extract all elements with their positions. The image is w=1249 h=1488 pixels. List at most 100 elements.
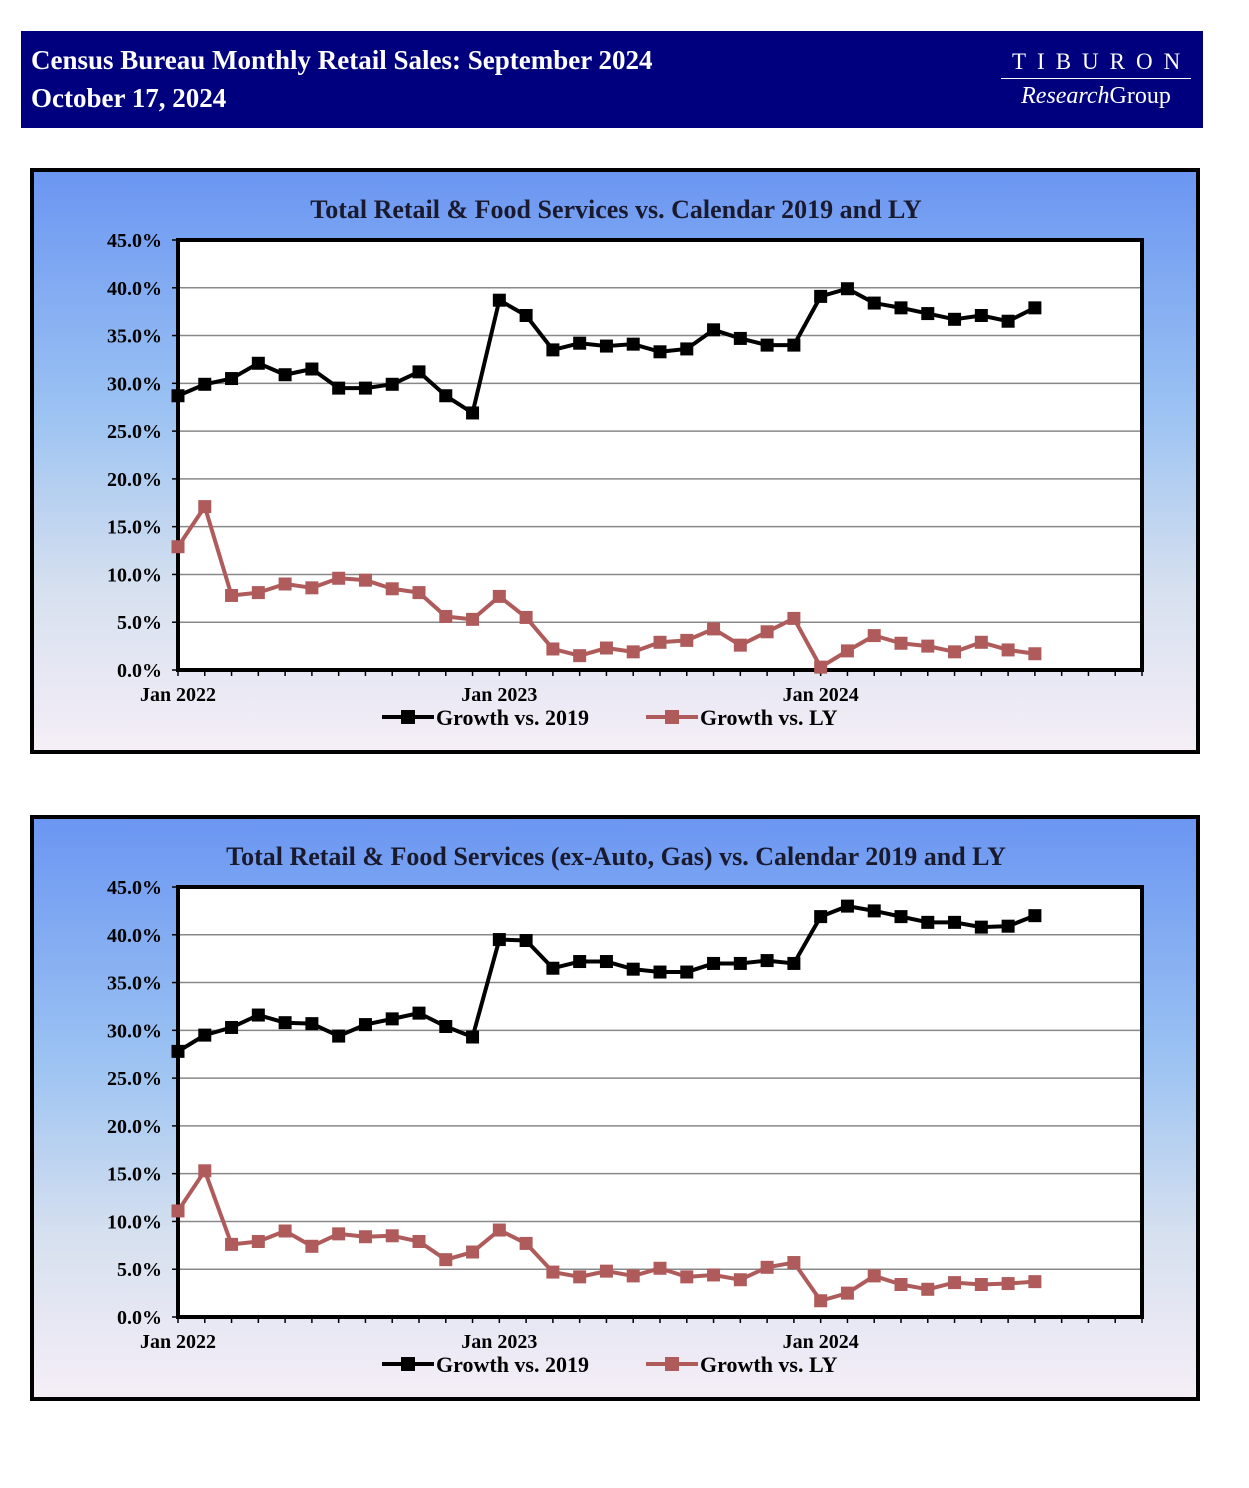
chart1-plot-border (176, 238, 1144, 672)
chart1-series-vs-ly-marker (358, 573, 372, 587)
chart2-series-vs-2019-marker (760, 954, 774, 968)
chart1-series-vs-ly-marker (787, 611, 801, 625)
chart1-series-vs-ly-marker (278, 577, 292, 591)
chart2-series-vs-ly-marker (921, 1282, 935, 1296)
chart1-legend-label: Growth vs. 2019 (436, 705, 589, 730)
chart2-series-vs-ly-marker (974, 1278, 988, 1292)
chart1-series-vs-2019-marker (1001, 314, 1015, 328)
chart2-series-vs-ly-marker (358, 1230, 372, 1244)
chart2-series-vs-2019-marker (358, 1018, 372, 1032)
chart1-legend-marker (401, 710, 415, 724)
chart1-series-vs-ly-marker (680, 633, 694, 647)
chart1-series-vs-ly-marker (707, 622, 721, 636)
chart2-series-vs-2019-marker (492, 933, 506, 947)
chart2-series-vs-2019-marker (707, 956, 721, 970)
chart-retail-ex-auto-gas: Total Retail & Food Services (ex-Auto, G… (30, 815, 1200, 1401)
chart2-series-vs-2019-marker (626, 962, 640, 976)
chart1-series-vs-ly-marker (653, 635, 667, 649)
chart1-x-tick-label: Jan 2022 (140, 684, 216, 706)
chart2-y-tick-label: 20.0% (107, 1116, 162, 1138)
chart2-y-tick-label: 5.0% (117, 1259, 162, 1281)
chart2-y-tick-label: 0.0% (117, 1307, 162, 1329)
chart1-series-vs-ly-marker (599, 641, 613, 655)
chart2-y-tick-label: 15.0% (107, 1164, 162, 1186)
chart1-series-vs-2019-marker (573, 336, 587, 350)
chart1-legend-marker (665, 710, 679, 724)
chart2-series-vs-2019-marker (332, 1029, 346, 1043)
chart1-series-vs-2019-marker (894, 301, 908, 315)
chart1-y-tick-label: 40.0% (107, 278, 162, 300)
chart1-series-vs-2019-marker (225, 372, 239, 386)
chart2-x-tick-label: Jan 2023 (461, 1331, 537, 1353)
chart2-series-vs-ly-marker (814, 1294, 828, 1308)
chart2-y-tick-label: 10.0% (107, 1211, 162, 1233)
chart1-series-vs-2019-marker (760, 338, 774, 352)
report-title: Census Bureau Monthly Retail Sales: Sept… (31, 45, 653, 75)
chart2-series-vs-2019-marker (198, 1028, 212, 1042)
chart1-series-vs-ly-marker (198, 500, 212, 514)
chart1-series-vs-ly-marker (412, 586, 426, 600)
chart2-series-vs-ly-marker (948, 1276, 962, 1290)
chart2-series-vs-2019-marker (305, 1017, 319, 1031)
chart1-y-tick-label: 0.0% (117, 660, 162, 682)
chart2-series-vs-2019-marker (680, 965, 694, 979)
chart1-y-tick-label: 35.0% (107, 326, 162, 348)
chart2-series-vs-2019-marker (439, 1020, 453, 1034)
chart1-y-tick-label: 15.0% (107, 517, 162, 539)
chart2-series-vs-2019-marker (787, 956, 801, 970)
chart2-series-vs-2019-marker (653, 965, 667, 979)
chart1-series-vs-2019-marker (814, 289, 828, 303)
logo-subtitle-italic: Research (1021, 83, 1110, 109)
logo-divider (1001, 78, 1191, 79)
chart1-series-vs-ly-marker (974, 635, 988, 649)
chart2-series-vs-2019-marker (412, 1006, 426, 1020)
chart2-x-tick-label: Jan 2022 (140, 1331, 216, 1353)
chart2-series-vs-2019-marker (840, 899, 854, 913)
chart2-series-vs-ly-marker (385, 1229, 399, 1243)
chart2-series-vs-ly-marker (492, 1223, 506, 1237)
chart1-series-vs-ly-marker (171, 540, 185, 554)
chart1-series-vs-2019-marker (492, 293, 506, 307)
chart1-series-vs-ly-marker (519, 610, 533, 624)
chart1-series-vs-2019-marker (599, 339, 613, 353)
report-date: October 17, 2024 (31, 83, 227, 113)
chart2-series-vs-ly-marker (198, 1164, 212, 1178)
chart1-series-vs-ly-marker (921, 639, 935, 653)
chart1-series-vs-ly-marker (546, 642, 560, 656)
chart2-title: Total Retail & Food Services (ex-Auto, G… (226, 842, 1006, 871)
chart1-series-vs-ly-marker (305, 581, 319, 595)
chart2-y-tick-label: 45.0% (107, 877, 162, 899)
chart2-series-vs-ly-marker (653, 1261, 667, 1275)
chart1-series-vs-ly-marker (251, 586, 265, 600)
chart1-series-vs-2019-marker (519, 308, 533, 322)
chart2-series-vs-ly-marker (1028, 1275, 1042, 1289)
chart2-series-vs-ly-marker (225, 1237, 239, 1251)
chart2-series-vs-ly-marker (546, 1265, 560, 1279)
chart1-series-vs-ly-marker (760, 625, 774, 639)
chart1-series-vs-2019-marker (921, 307, 935, 321)
chart1-y-tick-label: 25.0% (107, 421, 162, 443)
chart2-series-vs-2019-marker (466, 1030, 480, 1044)
chart1-series-vs-2019-marker (385, 377, 399, 391)
chart2-series-vs-ly-marker (251, 1235, 265, 1249)
chart1-legend-label: Growth vs. LY (700, 705, 838, 730)
chart2-y-tick-label: 40.0% (107, 925, 162, 947)
chart1-series-vs-2019-marker (278, 368, 292, 382)
chart-total-retail: Total Retail & Food Services vs. Calenda… (30, 168, 1200, 754)
chart2-y-tick-label: 30.0% (107, 1020, 162, 1042)
chart2-series-vs-ly-marker (894, 1278, 908, 1292)
chart1-series-vs-2019-marker (466, 406, 480, 420)
chart1-series-vs-2019-marker (680, 342, 694, 356)
logo-wordmark: TIBURON (1012, 49, 1192, 74)
chart1-series-vs-ly-marker (626, 645, 640, 659)
chart2-series-vs-2019-marker (894, 910, 908, 924)
chart1-plot-area (178, 240, 1142, 670)
chart1-series-vs-2019-marker (412, 365, 426, 379)
chart1-series-vs-2019-marker (974, 308, 988, 322)
chart2-series-vs-2019-marker (921, 915, 935, 929)
chart2-series-vs-ly-marker (599, 1264, 613, 1278)
logo-subtitle: ResearchGroup (1001, 83, 1191, 110)
chart2-series-vs-ly-marker (626, 1269, 640, 1283)
chart2-series-vs-2019-marker (814, 910, 828, 924)
company-logo: TIBURON ResearchGroup (1001, 49, 1191, 110)
